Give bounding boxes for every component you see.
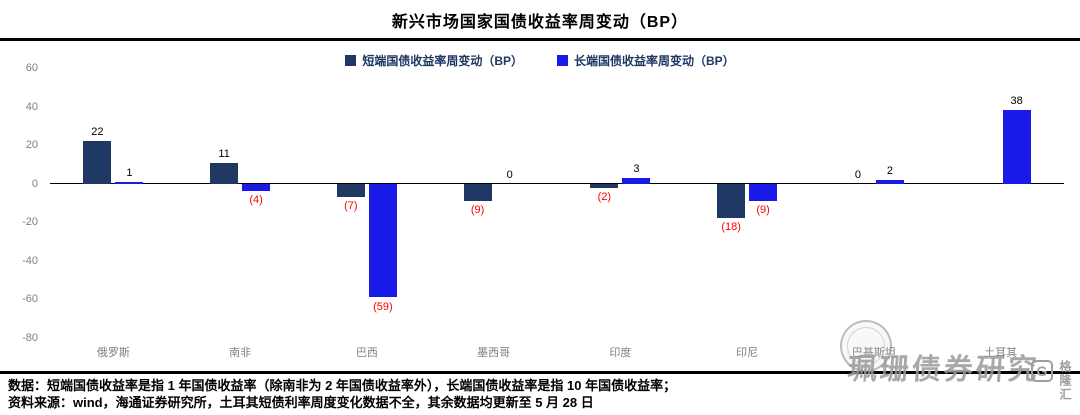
bar-value-label: 0: [506, 168, 513, 181]
bar-value-label: 38: [1010, 95, 1023, 108]
footer-rule: [0, 371, 1080, 374]
bar-value-label: 3: [633, 162, 640, 175]
gelonghui-logo: G 格隆汇: [1031, 360, 1074, 402]
bar-value-label: (59): [373, 300, 393, 313]
circular-watermark: [840, 320, 892, 372]
legend-label-long-term: 长端国债收益率周变动（BP）: [574, 54, 735, 68]
chart-title: 新兴市场国家国债收益率周变动（BP）: [391, 14, 689, 31]
bar-short-巴西: [336, 183, 365, 198]
y-tick-label: 20: [25, 139, 38, 152]
x-category-label: 土耳其: [984, 347, 1018, 359]
y-tick-label: -80: [22, 332, 38, 344]
footer-note-line1: 数据：短端国债收益率是指 1 年国债收益率（除南非为 2 年国债收益率外），长端…: [8, 378, 677, 393]
bar-long-巴基斯坦: [875, 179, 904, 184]
bar-value-label: (7): [344, 200, 358, 213]
x-category-label: 墨西哥: [477, 347, 511, 359]
x-category-label: 俄罗斯: [96, 347, 130, 359]
footer: 数据：短端国债收益率是指 1 年国债收益率（除南非为 2 年国债收益率外），长端…: [8, 377, 676, 411]
bar-short-印度: [590, 183, 619, 188]
bar-value-label: (9): [470, 204, 485, 217]
gelonghui-logo-text: 格隆汇: [1058, 360, 1072, 402]
bar-value-label: (9): [756, 204, 770, 217]
legend-item-short-term: 短端国债收益率周变动（BP）: [345, 52, 523, 69]
bar-value-label: 0: [854, 168, 861, 181]
bar-short-印尼: [717, 183, 746, 219]
bar-short-俄罗斯: [83, 141, 112, 184]
x-category-label: 印度: [609, 347, 632, 359]
bar-long-南非: [242, 183, 271, 192]
y-tick-label: 0: [31, 177, 38, 190]
bar-value-label: (2): [597, 190, 612, 203]
bar-long-印尼: [749, 183, 778, 202]
bar-value-label: (4): [249, 194, 263, 207]
y-tick-label: -60: [22, 293, 38, 306]
y-tick-label: 40: [25, 100, 38, 113]
bar-value-label: 11: [218, 147, 230, 160]
x-category-label: 巴西: [355, 347, 378, 359]
script-watermark: 珮珊债券研究: [846, 354, 1041, 386]
x-category-label: 印尼: [736, 347, 759, 359]
x-category-label: 南非: [229, 347, 252, 359]
legend-swatch-long-term: [557, 55, 568, 66]
legend-label-short-term: 短端国债收益率周变动（BP）: [362, 54, 523, 68]
bar-long-土耳其: [1002, 110, 1031, 184]
y-tick-label: -20: [22, 216, 38, 229]
y-axis: 60 40 20 0 -20 -40 -60 -80: [0, 62, 44, 344]
bar-long-印度: [622, 177, 651, 184]
x-axis-line: [50, 183, 1064, 185]
bar-short-墨西哥: [463, 183, 492, 202]
bar-value-label: (18): [721, 221, 741, 234]
bar-long-巴西: [368, 183, 397, 298]
bar-long-俄罗斯: [115, 181, 144, 184]
bar-value-label: 1: [126, 166, 133, 179]
legend: 短端国债收益率周变动（BP） 长端国债收益率周变动（BP）: [0, 52, 1080, 69]
footer-note-line2: 资料来源：wind，海通证券研究所，土耳其短债利率周度变化数据不全，其余数据均更…: [8, 395, 594, 410]
bar-value-label: 22: [91, 126, 104, 139]
legend-item-long-term: 长端国债收益率周变动（BP）: [557, 52, 735, 69]
gelonghui-logo-mark: G: [1031, 360, 1053, 382]
y-tick-label: -40: [22, 254, 38, 267]
bar-value-label: 2: [886, 164, 893, 177]
plot-area: 22 1 11 (4) (7) (59) (9) 0 (2) 3 (18) (9) 0 2 38: [50, 68, 1064, 338]
y-tick-label: 60: [25, 62, 38, 74]
header-rule: [0, 38, 1080, 41]
legend-swatch-short-term: [345, 55, 357, 66]
bar-short-南非: [210, 162, 239, 184]
